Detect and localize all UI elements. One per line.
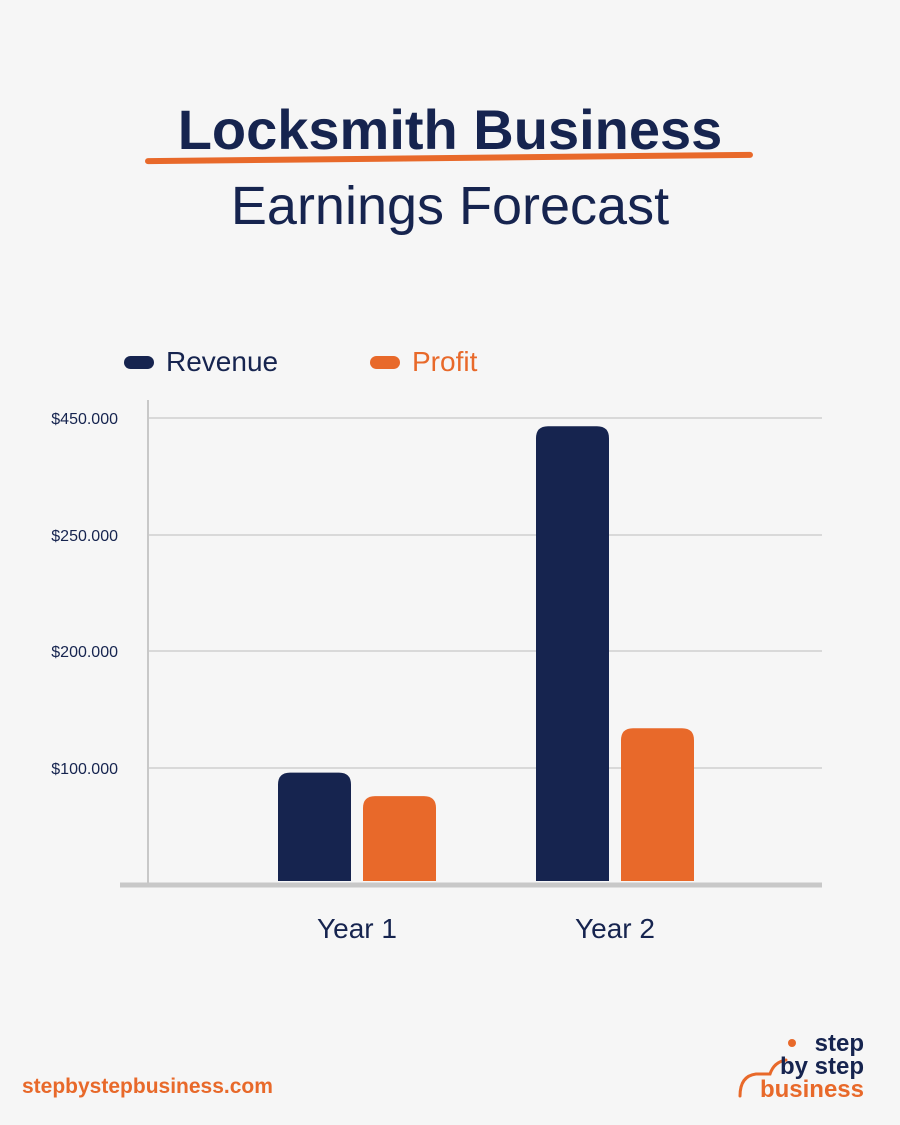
x-tick-label: Year 1 xyxy=(317,913,397,944)
y-tick-label: $450.000 xyxy=(51,411,118,428)
legend-label-revenue: Revenue xyxy=(166,346,279,377)
brand-logo: step by step business xyxy=(730,1030,880,1105)
bar-profit-year-2 xyxy=(621,728,694,881)
chart-title: Locksmith Business xyxy=(0,92,900,168)
y-tick-label: $250.000 xyxy=(51,528,118,545)
footer-url: stepbystepbusiness.com xyxy=(22,1075,273,1098)
bar-revenue-year-2 xyxy=(536,426,609,881)
legend-item-revenue: Revenue xyxy=(124,340,278,384)
title-line-2: Earnings Forecast xyxy=(230,176,670,236)
logo-line-3: business xyxy=(759,1076,864,1103)
logo-icon xyxy=(738,1039,796,1098)
logo-line-1: step xyxy=(814,1030,864,1057)
legend-item-profit: Profit xyxy=(370,340,477,384)
legend-swatch-profit xyxy=(370,355,400,369)
bar-chart: $100.000 $200.000 $250.000 $450.000 Year 1 Ye… xyxy=(51,400,822,944)
logo-line-2: by step xyxy=(779,1053,864,1080)
bar-profit-year-1 xyxy=(363,796,436,881)
y-tick-label: $200.000 xyxy=(51,644,118,661)
y-tick-label: $100.000 xyxy=(51,761,118,778)
bar-revenue-year-1 xyxy=(278,772,351,881)
legend-label-profit: Profit xyxy=(412,346,478,377)
x-tick-label: Year 2 xyxy=(575,913,655,944)
legend-swatch-revenue xyxy=(124,355,154,369)
title-line-1: Locksmith Business xyxy=(177,98,723,161)
